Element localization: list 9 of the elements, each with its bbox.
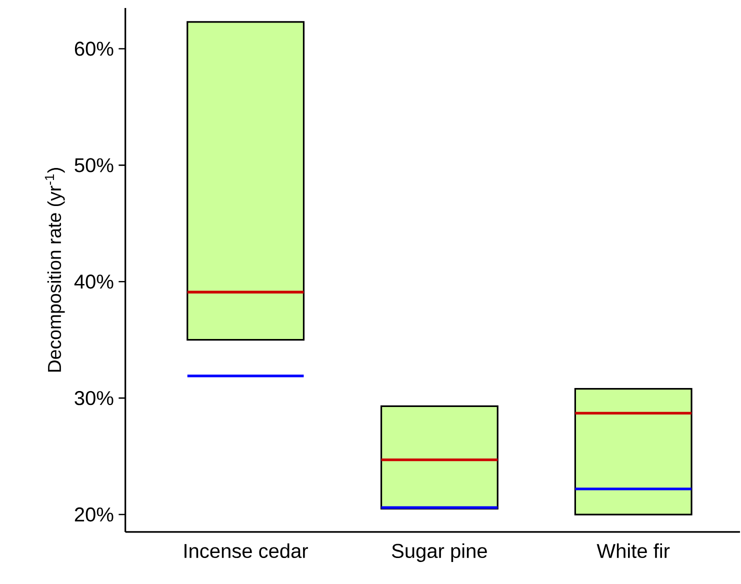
y-axis-title: Decomposition rate (yr$^{-1}$)	[44, 168, 65, 372]
y-tick-label: 40%	[74, 274, 114, 289]
y-tick-label: 30%	[74, 390, 114, 406]
x-tick-label: White fir	[596, 543, 670, 558]
y-tick-label: 60%	[74, 42, 114, 56]
y-tick-label: 50%	[74, 158, 114, 172]
x-tick-label: Sugar pine	[392, 543, 487, 562]
x-tick-label: Incense cedar	[184, 543, 308, 558]
y-tick-label: 20%	[74, 507, 114, 522]
